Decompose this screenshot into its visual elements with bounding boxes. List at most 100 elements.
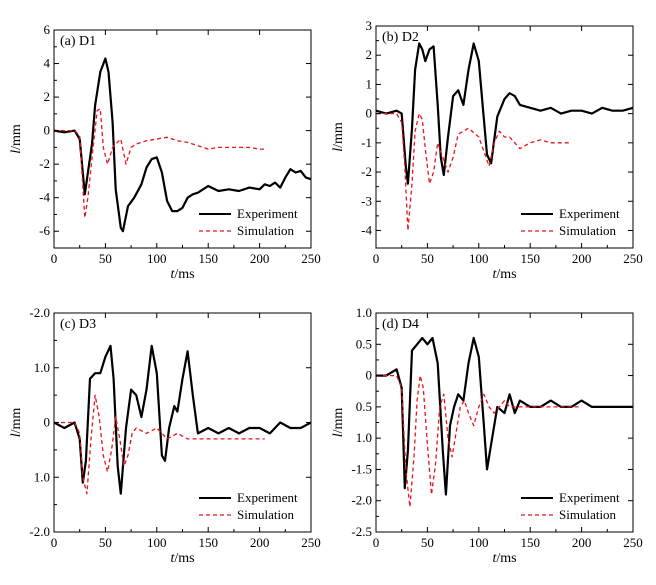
series-line-experiment — [54, 57, 311, 233]
x-tick-label: 200 — [572, 535, 592, 550]
x-tick-label: 100 — [469, 535, 489, 550]
series-line-experiment — [376, 336, 633, 496]
y-axis-unit: /mm — [9, 408, 24, 434]
y-tick-label: -2.0 — [29, 305, 50, 320]
x-tick-label: 150 — [520, 535, 540, 550]
x-tick-label: 0 — [373, 535, 380, 550]
x-tick-label: 250 — [623, 535, 643, 550]
y-tick-label: -2.0 — [29, 524, 50, 539]
y-tick-label: -2.5 — [351, 524, 372, 539]
x-tick-label: 200 — [572, 251, 592, 266]
y-tick-label: 1 — [366, 76, 373, 91]
x-tick-label: 250 — [301, 251, 321, 266]
y-tick-label: 1.0 — [34, 360, 50, 375]
x-tick-label: 50 — [421, 251, 434, 266]
y-tick-label: 0 — [366, 368, 373, 383]
legend-label-experiment: Experiment — [559, 206, 620, 221]
series-line-simulation — [376, 112, 572, 232]
y-axis-unit: /mm — [331, 122, 346, 148]
x-axis-unit: /ms — [496, 551, 516, 566]
chart-panel-4: 0 50 100 150 200 250 1.0 0.5 0 0.5 1.0 -1.5 -2.0 -2.5… — [331, 305, 643, 566]
x-axis-title: t/ms — [170, 267, 194, 282]
legend-label-simulation: Simulation — [237, 223, 295, 238]
chart-panel-2: 0 50 100 150 200 250 3 2 1 0 -1 -2 -3 -4 t/ms l/mm (b) D… — [331, 18, 643, 282]
y-tick-label: 2 — [44, 89, 51, 104]
y-tick-label: 6 — [44, 22, 51, 37]
y-axis-var: l — [9, 150, 24, 154]
x-axis-unit: /ms — [174, 267, 194, 282]
y-axis-unit: /mm — [331, 408, 346, 434]
x-axis-var: t — [170, 551, 175, 566]
x-axis-title: t/ms — [170, 551, 194, 566]
y-tick-label: 1.0 — [356, 430, 372, 445]
y-axis-var: l — [331, 433, 346, 437]
y-tick-label: 0 — [44, 123, 51, 138]
y-tick-label: 0.5 — [356, 336, 372, 351]
legend-label-simulation: Simulation — [559, 507, 617, 522]
y-tick-label: -4 — [361, 222, 372, 237]
y-tick-label: -1.5 — [351, 461, 372, 476]
x-axis-unit: /ms — [174, 551, 194, 566]
series-line-simulation — [54, 394, 265, 495]
series-line-experiment — [376, 42, 633, 185]
y-axis-title: l/mm — [331, 122, 346, 152]
x-axis-var: t — [492, 551, 497, 566]
x-axis-var: t — [170, 267, 175, 282]
legend-label-experiment: Experiment — [559, 490, 620, 505]
panel-label: (c) D3 — [60, 317, 96, 332]
legend-label-experiment: Experiment — [237, 206, 298, 221]
series-line-simulation — [376, 374, 582, 508]
x-tick-label: 0 — [51, 251, 58, 266]
legend-label-simulation: Simulation — [237, 507, 295, 522]
x-tick-label: 50 — [421, 535, 434, 550]
y-tick-label: -4 — [39, 190, 50, 205]
x-tick-label: 50 — [99, 535, 112, 550]
y-tick-label: -2 — [361, 164, 372, 179]
y-tick-label: -1 — [361, 135, 372, 150]
x-tick-label: 250 — [301, 535, 321, 550]
x-tick-label: 100 — [147, 535, 167, 550]
y-axis-unit: /mm — [9, 124, 24, 150]
x-tick-label: 250 — [623, 251, 643, 266]
y-tick-label: -2 — [39, 156, 50, 171]
y-tick-label: 0.5 — [356, 399, 372, 414]
chart-panel-1: 0 50 100 150 200 250 6 4 2 0 -2 -4 -6 t/ms l/mm (a) D1 E… — [9, 22, 321, 282]
y-tick-label: -6 — [39, 223, 50, 238]
y-axis-title: l/mm — [9, 408, 24, 438]
x-tick-label: 200 — [250, 251, 270, 266]
y-tick-label: 3 — [366, 18, 373, 33]
panel-label: (d) D4 — [382, 317, 419, 332]
y-axis-var: l — [9, 433, 24, 437]
x-tick-label: 50 — [99, 251, 112, 266]
x-tick-label: 100 — [147, 251, 167, 266]
x-tick-label: 0 — [373, 251, 380, 266]
y-tick-label: 4 — [44, 56, 51, 71]
x-tick-label: 150 — [520, 251, 540, 266]
legend-label-experiment: Experiment — [237, 490, 298, 505]
series-line-simulation — [54, 108, 265, 219]
series-line-experiment — [54, 344, 311, 495]
x-axis-unit: /ms — [496, 267, 516, 282]
y-tick-label: 0 — [44, 415, 51, 430]
y-axis-var: l — [331, 148, 346, 152]
panel-label: (b) D2 — [382, 30, 419, 45]
chart-panel-3: 0 50 100 150 200 250 -2.0 1.0 0 1.0 -2.0 t/ms l/mm (c… — [9, 305, 321, 566]
y-tick-label: -3 — [361, 193, 372, 208]
x-tick-label: 0 — [51, 535, 58, 550]
y-tick-label: 1.0 — [356, 305, 372, 320]
legend-label-simulation: Simulation — [559, 223, 617, 238]
y-tick-label: 0 — [366, 106, 373, 121]
x-tick-label: 150 — [198, 251, 218, 266]
x-axis-title: t/ms — [492, 551, 516, 566]
x-tick-label: 150 — [198, 535, 218, 550]
x-tick-label: 200 — [250, 535, 270, 550]
x-axis-var: t — [492, 267, 497, 282]
x-axis-title: t/ms — [492, 267, 516, 282]
y-axis-title: l/mm — [331, 408, 346, 438]
x-tick-label: 100 — [469, 251, 489, 266]
y-tick-label: 2 — [366, 47, 373, 62]
y-axis-title: l/mm — [9, 124, 24, 154]
y-tick-label: 1.0 — [34, 469, 50, 484]
y-tick-label: -2.0 — [351, 493, 372, 508]
